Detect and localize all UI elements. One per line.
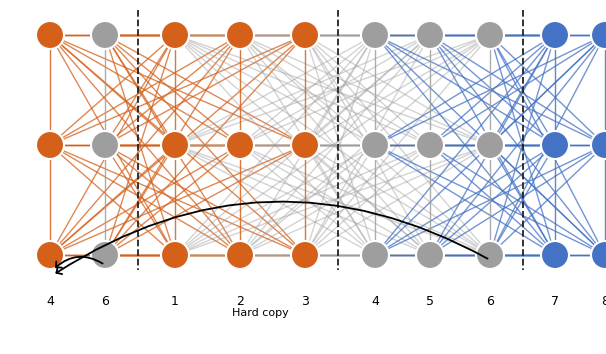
Circle shape — [416, 131, 444, 159]
Circle shape — [91, 241, 119, 269]
Circle shape — [476, 131, 504, 159]
Circle shape — [291, 21, 319, 49]
Text: 4: 4 — [46, 295, 54, 308]
Circle shape — [476, 241, 504, 269]
Circle shape — [416, 21, 444, 49]
Circle shape — [361, 131, 389, 159]
Circle shape — [541, 21, 569, 49]
Circle shape — [291, 241, 319, 269]
Text: 6: 6 — [486, 295, 494, 308]
Text: 6: 6 — [101, 295, 109, 308]
Text: 7: 7 — [551, 295, 559, 308]
Text: 4: 4 — [371, 295, 379, 308]
Circle shape — [161, 21, 189, 49]
Circle shape — [36, 241, 64, 269]
Circle shape — [361, 21, 389, 49]
Circle shape — [591, 21, 606, 49]
Circle shape — [476, 21, 504, 49]
Circle shape — [226, 131, 254, 159]
Circle shape — [361, 241, 389, 269]
Circle shape — [91, 21, 119, 49]
Circle shape — [291, 131, 319, 159]
Text: 3: 3 — [301, 295, 309, 308]
Circle shape — [416, 241, 444, 269]
Text: 2: 2 — [236, 295, 244, 308]
Circle shape — [161, 241, 189, 269]
Circle shape — [541, 241, 569, 269]
Circle shape — [36, 21, 64, 49]
Circle shape — [226, 21, 254, 49]
Circle shape — [161, 131, 189, 159]
Text: 1: 1 — [171, 295, 179, 308]
Circle shape — [226, 241, 254, 269]
Text: 5: 5 — [426, 295, 434, 308]
Circle shape — [591, 131, 606, 159]
Circle shape — [91, 131, 119, 159]
Text: 8: 8 — [601, 295, 606, 308]
Circle shape — [36, 131, 64, 159]
Circle shape — [541, 131, 569, 159]
Circle shape — [591, 241, 606, 269]
Text: Hard copy: Hard copy — [231, 308, 288, 318]
